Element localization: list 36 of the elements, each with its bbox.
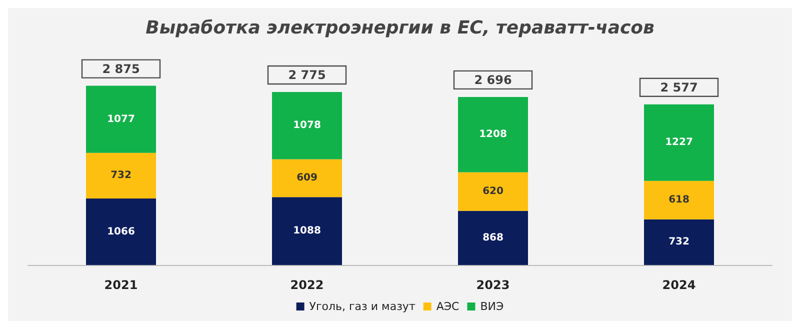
legend-label: ВИЭ (480, 300, 504, 313)
bar (272, 92, 342, 160)
bar (644, 180, 714, 220)
data-label: 1208 (479, 129, 507, 140)
bar (272, 159, 342, 198)
data-label: 868 (482, 232, 504, 244)
bar (86, 198, 156, 265)
data-label: 618 (668, 194, 690, 206)
chart-title: Выработка электроэнергии в ЕС, тераватт-часов (146, 18, 654, 38)
x-tick-label: 2021 (104, 278, 138, 292)
bar (458, 96, 528, 172)
data-label: 1227 (665, 137, 693, 148)
total-label: 2 577 (660, 80, 698, 94)
x-tick-label: 2022 (290, 278, 324, 292)
bar (644, 104, 714, 181)
data-label: 732 (668, 236, 690, 248)
x-tick-label: 2023 (476, 278, 510, 292)
bar (272, 197, 342, 265)
total-label: 2 696 (474, 72, 512, 87)
bar (86, 86, 156, 153)
data-label: 1078 (293, 120, 321, 132)
total-label: 2 875 (102, 62, 140, 76)
x-tick-label: 2024 (662, 278, 696, 292)
data-label: 620 (482, 186, 504, 198)
legend-label: АЭС (436, 300, 460, 313)
data-label: 1066 (107, 226, 135, 238)
data-label: 1077 (107, 114, 135, 125)
bar (458, 210, 528, 265)
data-label: 732 (110, 170, 132, 182)
data-label: 1088 (293, 226, 321, 237)
bar (458, 172, 528, 211)
data-label: 609 (296, 172, 318, 184)
total-label: 2 775 (288, 68, 326, 82)
legend-label: Уголь, газ и мазут (309, 300, 416, 313)
bar (644, 219, 714, 265)
bar (86, 152, 156, 199)
